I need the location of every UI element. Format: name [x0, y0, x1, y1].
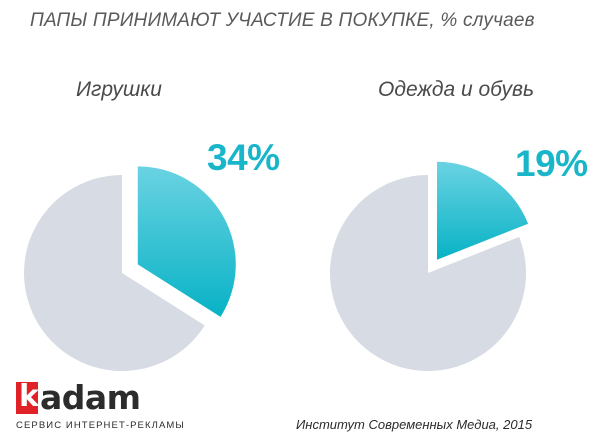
chart-title: ПАПЫ ПРИНИМАЮТ УЧАСТИЕ В ПОКУПКЕ, % случ… [30, 10, 535, 31]
source-note: Институт Современных Медиа, 2015 [296, 417, 533, 432]
kadam-logo[interactable]: k adam [16, 378, 141, 417]
logo-word: adam [40, 378, 141, 417]
logo-mark-letter: k [19, 379, 39, 414]
pie-title-toys: Игрушки [76, 78, 162, 101]
logo-mark: k [16, 379, 39, 414]
pie-title-clothes: Одежда и обувь [378, 78, 535, 101]
pie-value-label-clothes: 19% [515, 143, 588, 184]
pie-slice-clothes-rest [330, 175, 526, 371]
pie-slice-toys-share [137, 166, 236, 317]
pie-value-label-toys: 34% [207, 137, 280, 178]
pie-slice-toys-rest [23, 175, 205, 371]
pie-slice-clothes-share [436, 161, 529, 260]
logo-tagline: СЕРВИС ИНТЕРНЕТ-РЕКЛАМЫ [16, 420, 185, 431]
